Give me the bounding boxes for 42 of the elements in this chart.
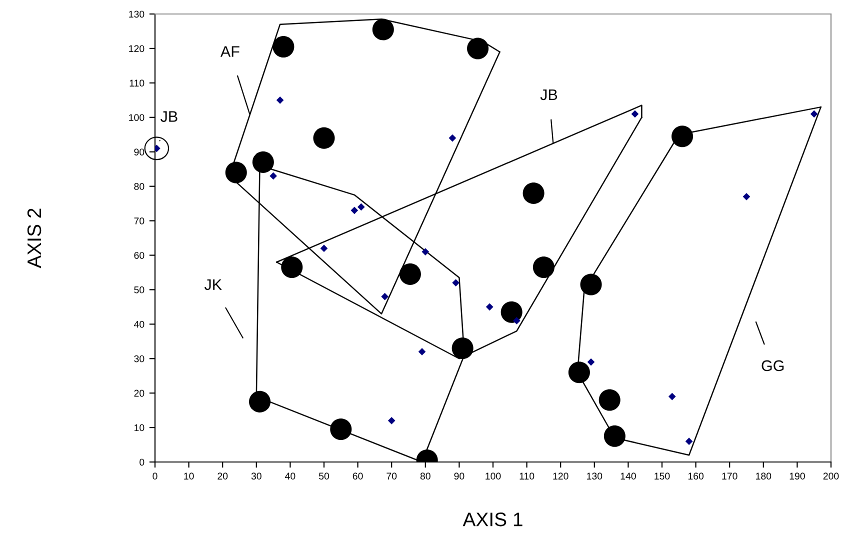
y-tick-label: 10 [134, 424, 144, 432]
x-tick-label: 10 [184, 472, 194, 480]
annotation: AF [220, 46, 240, 57]
x-tick-label: 60 [352, 472, 363, 480]
x-tick-label: 20 [218, 472, 228, 480]
x-tick-label: 50 [318, 472, 330, 480]
y-tick-label: 60 [134, 252, 144, 259]
x-tick-label: 170 [722, 472, 738, 480]
y-tick-label: 80 [134, 183, 144, 190]
annotation: JB [160, 111, 178, 122]
x-tick-label: 70 [386, 472, 397, 480]
x-tick-label: 130 [587, 472, 602, 480]
annotation: GG [762, 360, 784, 372]
y-tick-label: 30 [134, 355, 144, 362]
x-axis-title: AXIS 1 [462, 512, 522, 526]
y-tick-label: 120 [129, 45, 144, 52]
y-tick-label: 50 [134, 286, 144, 294]
y-tick-label: 40 [134, 320, 144, 328]
y-tick-label: 100 [129, 114, 144, 122]
x-tick-label: 110 [520, 472, 534, 480]
x-tick-label: 160 [688, 472, 704, 480]
y-tick-label: 70 [134, 218, 144, 224]
x-tick-label: 180 [756, 472, 772, 480]
x-tick-label: 90 [454, 472, 464, 480]
x-tick-label: 120 [553, 472, 568, 480]
x-tick-label: 200 [823, 472, 839, 480]
y-tick-label: 110 [130, 80, 144, 87]
x-tick-label: 30 [251, 472, 262, 480]
annotation: JB [540, 89, 558, 100]
y-tick-label: 20 [134, 390, 144, 397]
x-tick-label: 0 [152, 472, 158, 480]
x-tick-label: 80 [420, 472, 430, 480]
x-tick-label: 100 [486, 472, 501, 480]
x-tick-label: 140 [620, 472, 636, 480]
y-axis-title: AXIS 2 [27, 208, 42, 268]
x-tick-label: 150 [654, 472, 670, 480]
y-tick-label: 0 [140, 458, 144, 466]
x-tick-label: 190 [790, 472, 805, 480]
y-tick-label: 130 [129, 10, 144, 18]
x-tick-label: 40 [285, 472, 296, 480]
y-tick-label: 90 [134, 148, 144, 156]
annotation: JK [204, 279, 222, 290]
